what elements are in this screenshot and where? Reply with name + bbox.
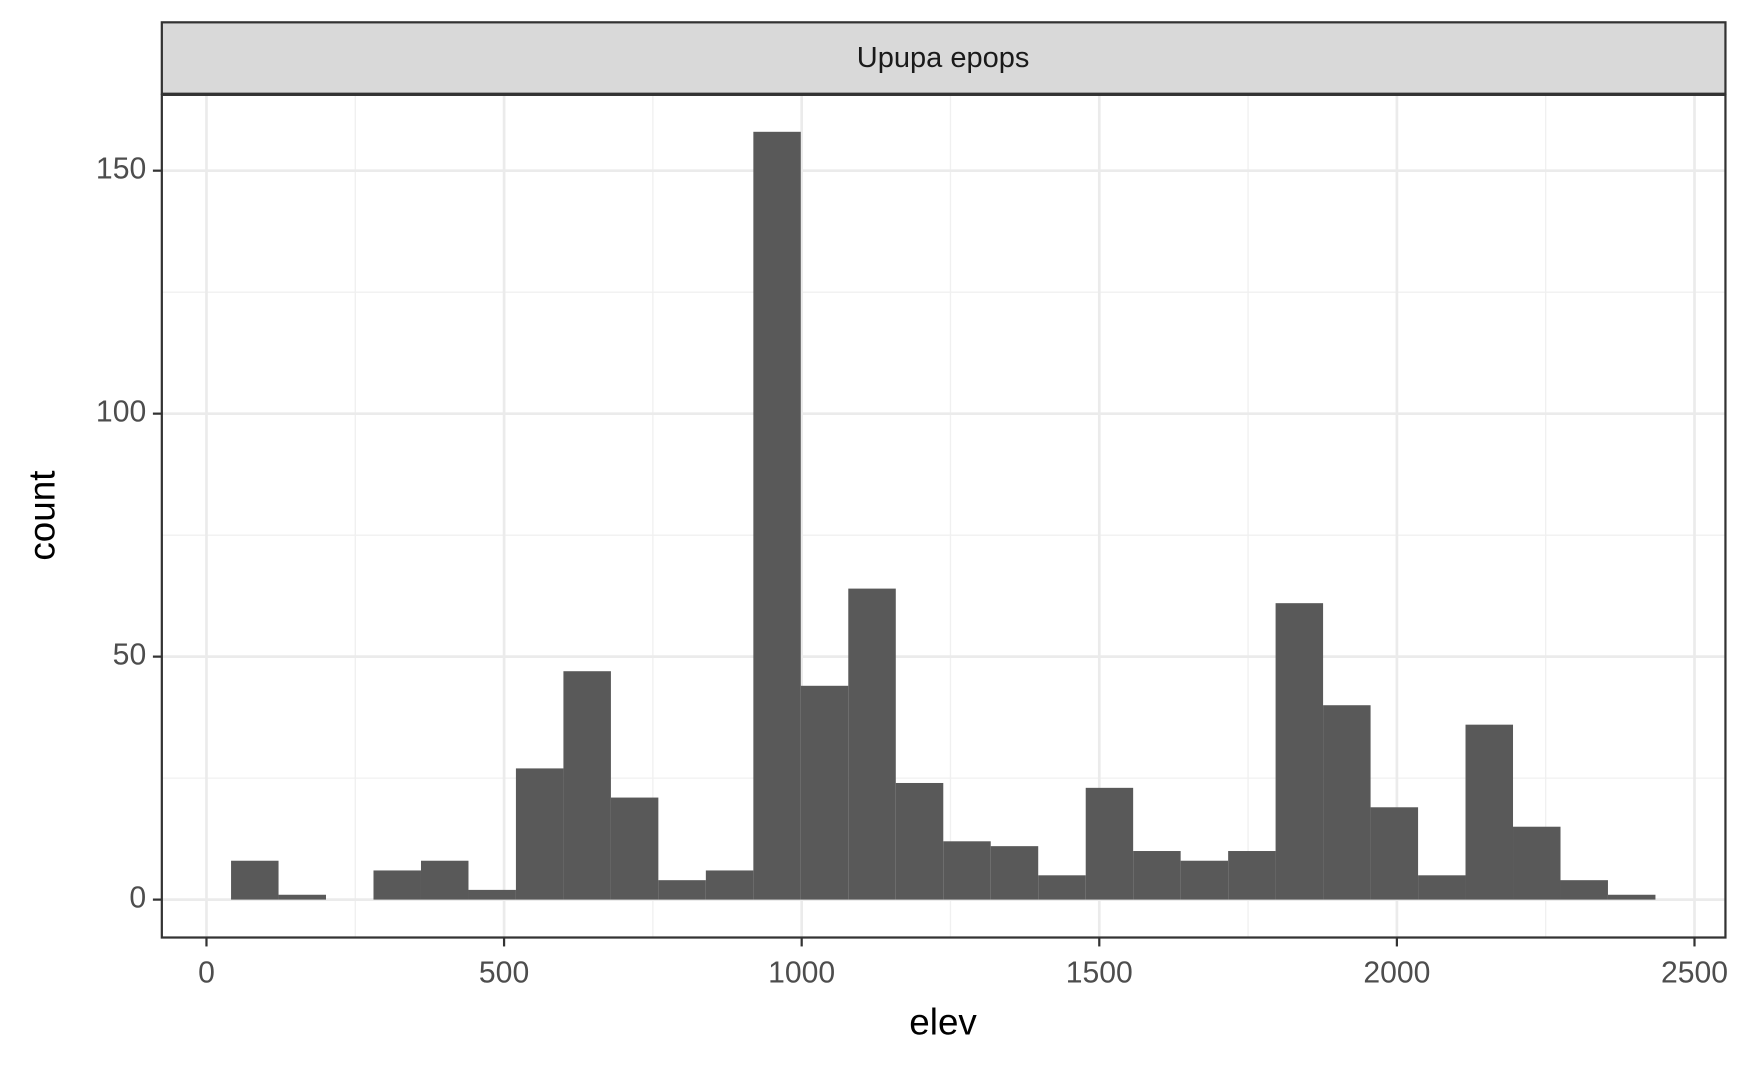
- y-tick-label: 0: [129, 882, 146, 915]
- bar: [895, 782, 944, 900]
- panel-border: [160, 93, 1727, 939]
- bar: [1038, 875, 1086, 900]
- x-tick-label: 2500: [1661, 956, 1728, 989]
- bar: [990, 846, 1039, 900]
- x-axis-label: elev: [909, 1001, 977, 1042]
- bar: [1323, 705, 1371, 900]
- bar: [231, 860, 279, 900]
- bar: [278, 894, 326, 900]
- bar: [468, 889, 516, 900]
- y-axis-label: count: [21, 471, 62, 561]
- bar: [848, 588, 896, 900]
- bar: [373, 870, 421, 900]
- bar: [420, 860, 469, 900]
- bar: [1085, 787, 1134, 900]
- bar: [1228, 851, 1276, 900]
- bar: [1180, 860, 1229, 900]
- bar: [1275, 603, 1324, 900]
- bar: [1418, 875, 1466, 900]
- strip: [160, 21, 1727, 95]
- bar: [800, 685, 849, 900]
- x-tick-label: 0: [198, 956, 215, 989]
- bar: [610, 797, 659, 900]
- x-tick-label: 1000: [768, 956, 835, 989]
- bar: [1513, 826, 1561, 900]
- bar: [705, 870, 754, 900]
- bar: [1465, 724, 1514, 900]
- plot-area: [161, 94, 1726, 938]
- bar: [753, 131, 801, 900]
- y-tick-label: 100: [96, 396, 146, 429]
- x-tick-label: 2000: [1363, 956, 1430, 989]
- bar: [1560, 880, 1608, 900]
- x-tick-label: 1500: [1066, 956, 1133, 989]
- y-tick-label: 50: [113, 639, 147, 672]
- bar: [1607, 894, 1656, 900]
- strip-label: Upupa epops: [857, 42, 1030, 74]
- bar: [1370, 807, 1419, 900]
- bar: [943, 841, 991, 900]
- bar: [1133, 851, 1181, 900]
- x-tick-label: 500: [479, 956, 529, 989]
- bar: [658, 880, 706, 900]
- bar: [515, 768, 564, 900]
- bar: [563, 671, 611, 900]
- y-tick-label: 150: [96, 153, 146, 186]
